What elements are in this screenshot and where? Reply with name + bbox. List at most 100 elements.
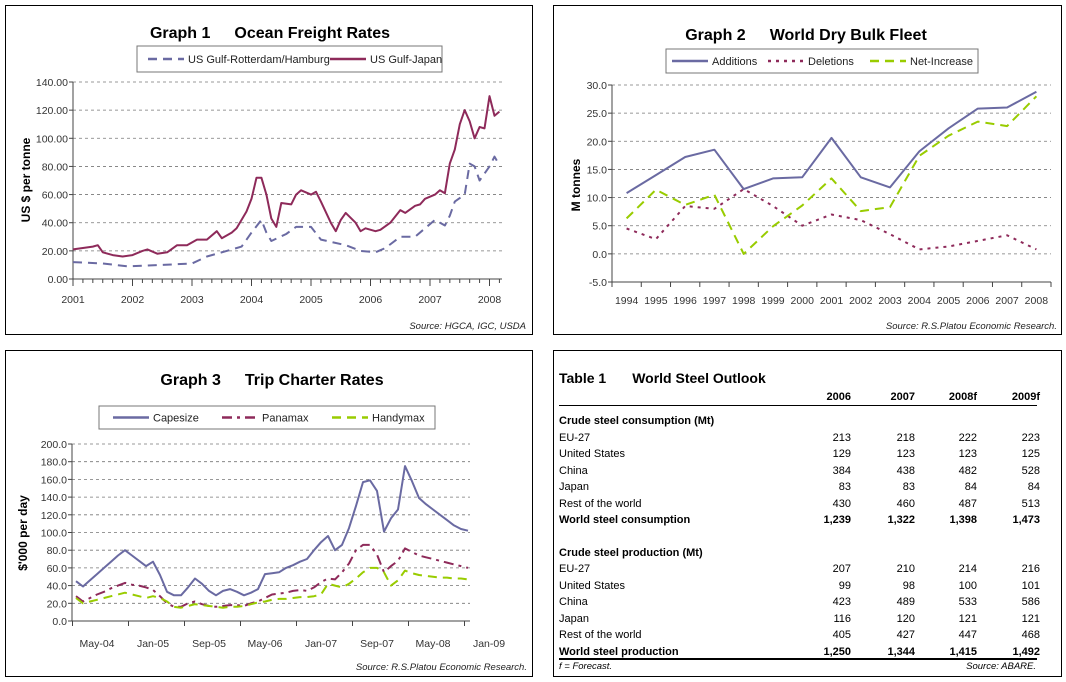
legend-label: US Gulf-Japan	[370, 54, 442, 66]
x-tick-label: 2001	[820, 295, 844, 307]
header-divider	[559, 405, 1037, 406]
cell-value: 100	[958, 579, 977, 592]
row-label: Japan	[559, 481, 589, 493]
chart-title: Graph 1 Ocean Freight Rates	[150, 25, 390, 42]
row-label: Crude steel production (Mt)	[559, 546, 703, 559]
x-tick-label: 2006	[359, 294, 383, 306]
x-tick-label: 1995	[644, 295, 668, 307]
x-tick-label: 1998	[732, 295, 756, 307]
series-line-capesize	[75, 465, 469, 597]
y-axis-label: $'000 per day	[16, 495, 30, 571]
row-label: EU-27	[559, 431, 591, 444]
series-line-panamax	[75, 543, 469, 608]
cell-value: 1,492	[1012, 645, 1040, 658]
legend-box	[665, 48, 979, 74]
chart-source: Source: R.S.Platou Economic Research.	[356, 662, 527, 673]
cell-value: 482	[958, 464, 977, 477]
row-label: EU-27	[559, 563, 591, 575]
cell-value: 1,415	[949, 645, 977, 658]
cell-value: 120	[896, 612, 915, 625]
cell-value: 125	[1021, 448, 1040, 460]
graph3: Graph 3 Trip Charter Rates Capesize Panamax…	[16, 372, 527, 673]
y-tick-label: 80.00	[42, 161, 68, 173]
cell-value: 129	[832, 448, 851, 460]
x-tick-label: Sep-07	[360, 638, 394, 650]
cell-value: 423	[832, 596, 851, 608]
y-tick-label: 80.0	[47, 545, 68, 557]
cell-value: 1,473	[1012, 514, 1040, 526]
table-row: Rest of the world 405 427 447 468	[559, 627, 1040, 643]
table-row: Japan 116 120 121 121	[559, 611, 1040, 627]
table-row: Japan 83 83 84 84	[559, 479, 1040, 495]
table-row: EU-27 213 218 222 223	[559, 430, 1040, 446]
x-tick-label: 1996	[673, 295, 697, 307]
y-tick-label: 120.00	[36, 105, 68, 117]
world-steel-outlook-table: Table 1 World Steel Outlook 2006 2007 2008f…	[553, 350, 1062, 677]
x-tick-label: 1997	[703, 295, 727, 307]
cell-value: 121	[1021, 612, 1040, 625]
graph2: Graph 2 World Dry Bulk Fleet Additions Dele…	[569, 27, 1057, 332]
x-tick-label: May-08	[415, 638, 450, 650]
chart-title-text: Ocean Freight Rates	[234, 25, 390, 42]
cell-value: 216	[1021, 563, 1040, 575]
cell-value: 468	[1021, 629, 1040, 641]
cell-value: 213	[832, 431, 851, 444]
table-row: China 423 489 533 586	[559, 594, 1040, 610]
cell-value: 405	[832, 629, 851, 641]
cell-value: 1,322	[887, 514, 915, 526]
y-tick-label: 140.0	[41, 492, 67, 504]
x-tick-label: 2008	[478, 294, 502, 306]
y-tick-label: 180.0	[41, 457, 67, 469]
legend-box	[98, 405, 436, 430]
legend-label: Capesize	[153, 413, 199, 425]
cell-value: 207	[832, 563, 851, 575]
cell-value: 1,239	[823, 514, 851, 526]
y-tick-label: 60.00	[42, 190, 68, 202]
series-line-us-gulf-japan	[72, 95, 501, 258]
cell-value: 1,398	[949, 514, 977, 526]
cell-value: 222	[958, 431, 977, 444]
cell-value: 430	[832, 497, 851, 510]
legend-label: Net-Increase	[910, 56, 973, 68]
table-label: Table 1	[559, 370, 607, 386]
series-line-additions	[626, 90, 1037, 194]
cell-value: 116	[833, 612, 851, 625]
x-tick-label: Jan-07	[305, 638, 337, 650]
row-label: Rest of the world	[559, 497, 642, 510]
x-tick-label: 1994	[615, 295, 639, 307]
cell-value: 218	[896, 431, 915, 444]
cell-value: 223	[1021, 431, 1040, 444]
row-label: China	[559, 596, 588, 608]
legend-label: Handymax	[372, 413, 425, 425]
legend-label: Panamax	[262, 413, 309, 425]
chart-number: Graph 1	[150, 25, 211, 42]
cell-value: 84	[964, 481, 977, 493]
cell-value: 2008f	[948, 391, 977, 403]
row-label: Japan	[559, 612, 589, 625]
graph1: Graph 1 Ocean Freight Rates US Gulf-Rotter…	[19, 25, 526, 332]
cell-value: 2007	[890, 391, 915, 403]
cell-value: 2006	[826, 391, 851, 403]
chart-title-text: World Dry Bulk Fleet	[770, 27, 928, 44]
row-label: Crude steel consumption (Mt)	[559, 415, 715, 427]
y-tick-label: 15.0	[587, 164, 608, 176]
y-tick-label: 5.0	[592, 221, 607, 233]
cell-value: 460	[896, 497, 915, 510]
y-tick-label: 30.0	[587, 80, 608, 92]
cell-value: 83	[838, 481, 851, 493]
y-axis-label: M tonnes	[569, 158, 583, 211]
table-total-row: World steel consumption 1,239 1,322 1,398 1,…	[559, 512, 1040, 528]
y-axis-label: US $ per tonne	[19, 137, 33, 222]
cell-value: 84	[1027, 481, 1040, 493]
legend-label: Deletions	[808, 56, 854, 68]
table-source: Source: ABARE.	[966, 661, 1036, 672]
table-row: China 384 438 482 528	[559, 463, 1040, 479]
table-name: World Steel Outlook	[632, 370, 766, 386]
cell-value: 123	[958, 448, 977, 460]
table-header-row: 2006 2007 2008f 2009f	[559, 389, 1040, 405]
table-row: United States 99 98 100 101	[559, 578, 1040, 594]
row-label: United States	[559, 579, 626, 592]
x-tick-label: 2002	[121, 294, 145, 306]
x-tick-label: Jan-05	[137, 638, 169, 650]
